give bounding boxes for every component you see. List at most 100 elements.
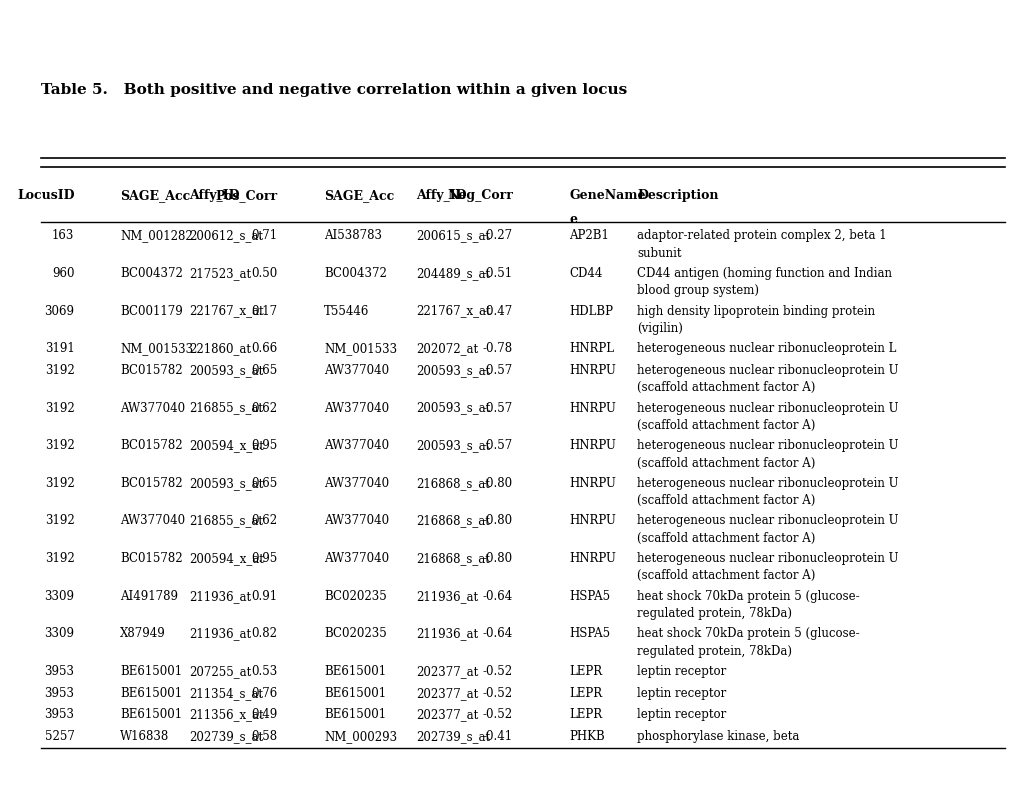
Text: adaptor-related protein complex 2, beta 1: adaptor-related protein complex 2, beta … — [637, 229, 887, 242]
Text: BE615001: BE615001 — [324, 665, 386, 678]
Text: 3192: 3192 — [45, 439, 74, 452]
Text: Neg_Corr: Neg_Corr — [446, 189, 513, 202]
Text: blood group system): blood group system) — [637, 284, 759, 297]
Text: 200593_s_at: 200593_s_at — [416, 402, 490, 414]
Text: SAGE_Acc: SAGE_Acc — [324, 189, 394, 202]
Text: AW377040: AW377040 — [324, 364, 389, 377]
Text: NM_001282: NM_001282 — [120, 229, 193, 242]
Text: 217523_at: 217523_at — [189, 267, 251, 280]
Text: 0.58: 0.58 — [251, 730, 277, 743]
Text: 3192: 3192 — [45, 477, 74, 490]
Text: HDLBP: HDLBP — [569, 305, 612, 318]
Text: high density lipoprotein binding protein: high density lipoprotein binding protein — [637, 305, 874, 318]
Text: -0.52: -0.52 — [482, 708, 513, 721]
Text: 960: 960 — [52, 267, 74, 280]
Text: (scaffold attachment factor A): (scaffold attachment factor A) — [637, 456, 815, 470]
Text: BC020235: BC020235 — [324, 589, 387, 603]
Text: 200612_s_at: 200612_s_at — [189, 229, 263, 242]
Text: 211936_at: 211936_at — [416, 627, 478, 641]
Text: (scaffold attachment factor A): (scaffold attachment factor A) — [637, 381, 815, 394]
Text: PHKB: PHKB — [569, 730, 604, 743]
Text: NM_000293: NM_000293 — [324, 730, 397, 743]
Text: 0.53: 0.53 — [251, 665, 277, 678]
Text: (scaffold attachment factor A): (scaffold attachment factor A) — [637, 570, 815, 582]
Text: NM_001533: NM_001533 — [120, 342, 194, 355]
Text: NM_001533: NM_001533 — [324, 342, 397, 355]
Text: -0.64: -0.64 — [482, 589, 513, 603]
Text: Affy_ID: Affy_ID — [189, 189, 239, 202]
Text: 3069: 3069 — [45, 305, 74, 318]
Text: LocusID: LocusID — [17, 189, 74, 202]
Text: 0.82: 0.82 — [252, 627, 277, 641]
Text: heterogeneous nuclear ribonucleoprotein U: heterogeneous nuclear ribonucleoprotein … — [637, 477, 898, 490]
Text: 3192: 3192 — [45, 364, 74, 377]
Text: AW377040: AW377040 — [324, 515, 389, 527]
Text: HSPA5: HSPA5 — [569, 627, 609, 641]
Text: -0.80: -0.80 — [482, 515, 513, 527]
Text: BE615001: BE615001 — [324, 686, 386, 700]
Text: HNRPU: HNRPU — [569, 439, 615, 452]
Text: 216868_s_at: 216868_s_at — [416, 477, 489, 490]
Text: 202739_s_at: 202739_s_at — [189, 730, 263, 743]
Text: LEPR: LEPR — [569, 665, 601, 678]
Text: BC015782: BC015782 — [120, 439, 182, 452]
Text: 163: 163 — [52, 229, 74, 242]
Text: AW377040: AW377040 — [324, 477, 389, 490]
Text: heterogeneous nuclear ribonucleoprotein U: heterogeneous nuclear ribonucleoprotein … — [637, 364, 898, 377]
Text: 0.62: 0.62 — [251, 515, 277, 527]
Text: subunit: subunit — [637, 247, 682, 259]
Text: 200594_x_at: 200594_x_at — [189, 552, 263, 565]
Text: Table 5.   Both positive and negative correlation within a given locus: Table 5. Both positive and negative corr… — [41, 83, 627, 97]
Text: 5257: 5257 — [45, 730, 74, 743]
Text: AW377040: AW377040 — [324, 439, 389, 452]
Text: -0.57: -0.57 — [482, 439, 513, 452]
Text: 0.49: 0.49 — [251, 708, 277, 721]
Text: HNRPU: HNRPU — [569, 515, 615, 527]
Text: 200593_s_at: 200593_s_at — [416, 364, 490, 377]
Text: heterogeneous nuclear ribonucleoprotein U: heterogeneous nuclear ribonucleoprotein … — [637, 439, 898, 452]
Text: heterogeneous nuclear ribonucleoprotein U: heterogeneous nuclear ribonucleoprotein … — [637, 402, 898, 414]
Text: CD44 antigen (homing function and Indian: CD44 antigen (homing function and Indian — [637, 267, 892, 280]
Text: 0.66: 0.66 — [251, 342, 277, 355]
Text: 3309: 3309 — [45, 589, 74, 603]
Text: BC004372: BC004372 — [324, 267, 387, 280]
Text: 0.76: 0.76 — [251, 686, 277, 700]
Text: AW377040: AW377040 — [120, 402, 185, 414]
Text: HNRPU: HNRPU — [569, 552, 615, 565]
Text: 211936_at: 211936_at — [416, 589, 478, 603]
Text: -0.41: -0.41 — [482, 730, 513, 743]
Text: HNRPU: HNRPU — [569, 364, 615, 377]
Text: 0.17: 0.17 — [251, 305, 277, 318]
Text: heterogeneous nuclear ribonucleoprotein U: heterogeneous nuclear ribonucleoprotein … — [637, 552, 898, 565]
Text: 0.65: 0.65 — [251, 477, 277, 490]
Text: 0.62: 0.62 — [251, 402, 277, 414]
Text: 0.91: 0.91 — [251, 589, 277, 603]
Text: 221767_x_at: 221767_x_at — [189, 305, 263, 318]
Text: 3953: 3953 — [45, 708, 74, 721]
Text: 200594_x_at: 200594_x_at — [189, 439, 263, 452]
Text: HNRPL: HNRPL — [569, 342, 613, 355]
Text: AI491789: AI491789 — [120, 589, 178, 603]
Text: Pos_Corr: Pos_Corr — [215, 189, 277, 202]
Text: 204489_s_at: 204489_s_at — [416, 267, 490, 280]
Text: 200593_s_at: 200593_s_at — [416, 439, 490, 452]
Text: 202739_s_at: 202739_s_at — [416, 730, 490, 743]
Text: AW377040: AW377040 — [120, 515, 185, 527]
Text: 0.65: 0.65 — [251, 364, 277, 377]
Text: 211936_at: 211936_at — [189, 589, 251, 603]
Text: 200593_s_at: 200593_s_at — [189, 477, 263, 490]
Text: HNRPU: HNRPU — [569, 402, 615, 414]
Text: 3192: 3192 — [45, 515, 74, 527]
Text: 3192: 3192 — [45, 552, 74, 565]
Text: -0.80: -0.80 — [482, 477, 513, 490]
Text: LEPR: LEPR — [569, 686, 601, 700]
Text: GeneName: GeneName — [569, 189, 645, 202]
Text: 200615_s_at: 200615_s_at — [416, 229, 490, 242]
Text: heterogeneous nuclear ribonucleoprotein L: heterogeneous nuclear ribonucleoprotein … — [637, 342, 896, 355]
Text: phosphorylase kinase, beta: phosphorylase kinase, beta — [637, 730, 799, 743]
Text: heat shock 70kDa protein 5 (glucose-: heat shock 70kDa protein 5 (glucose- — [637, 627, 859, 641]
Text: LEPR: LEPR — [569, 708, 601, 721]
Text: -0.47: -0.47 — [482, 305, 513, 318]
Text: 216868_s_at: 216868_s_at — [416, 552, 489, 565]
Text: 3192: 3192 — [45, 402, 74, 414]
